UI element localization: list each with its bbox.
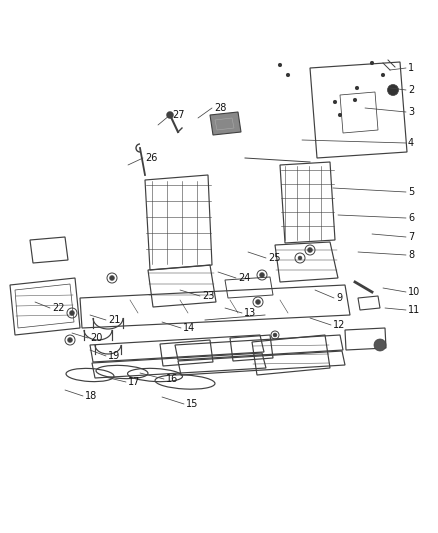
Text: 23: 23: [202, 291, 214, 301]
Text: 13: 13: [244, 308, 256, 318]
Circle shape: [374, 339, 386, 351]
Text: 7: 7: [408, 232, 414, 242]
Circle shape: [67, 337, 73, 343]
Circle shape: [259, 272, 265, 278]
Circle shape: [370, 61, 374, 65]
Text: 19: 19: [108, 351, 120, 361]
Text: 12: 12: [333, 320, 346, 330]
Text: 8: 8: [408, 250, 414, 260]
Text: 4: 4: [408, 138, 414, 148]
Circle shape: [353, 98, 357, 102]
Text: 22: 22: [52, 303, 64, 313]
Text: 10: 10: [408, 287, 420, 297]
Circle shape: [307, 247, 312, 253]
Text: 26: 26: [145, 153, 157, 163]
Text: 9: 9: [336, 293, 342, 303]
Text: 16: 16: [166, 374, 178, 384]
Text: 18: 18: [85, 391, 97, 401]
Circle shape: [381, 73, 385, 77]
Circle shape: [110, 276, 114, 280]
Circle shape: [338, 113, 342, 117]
Text: 15: 15: [186, 399, 198, 409]
Text: 11: 11: [408, 305, 420, 315]
Circle shape: [388, 85, 399, 95]
Circle shape: [273, 333, 277, 337]
Text: 21: 21: [108, 315, 120, 325]
Text: 1: 1: [408, 63, 414, 73]
Circle shape: [255, 300, 261, 304]
Text: 14: 14: [183, 323, 195, 333]
Text: 17: 17: [128, 377, 140, 387]
Circle shape: [298, 256, 302, 260]
Text: 3: 3: [408, 107, 414, 117]
Circle shape: [286, 73, 290, 77]
Text: 6: 6: [408, 213, 414, 223]
Polygon shape: [210, 112, 241, 135]
Text: 24: 24: [238, 273, 251, 283]
Text: 2: 2: [408, 85, 414, 95]
Circle shape: [70, 311, 74, 316]
Circle shape: [355, 86, 359, 90]
Text: 5: 5: [408, 187, 414, 197]
Circle shape: [166, 111, 173, 118]
Circle shape: [333, 100, 337, 104]
Text: 28: 28: [214, 103, 226, 113]
Text: 27: 27: [172, 110, 184, 120]
Text: 25: 25: [268, 253, 280, 263]
Text: 20: 20: [90, 333, 102, 343]
Circle shape: [278, 63, 282, 67]
